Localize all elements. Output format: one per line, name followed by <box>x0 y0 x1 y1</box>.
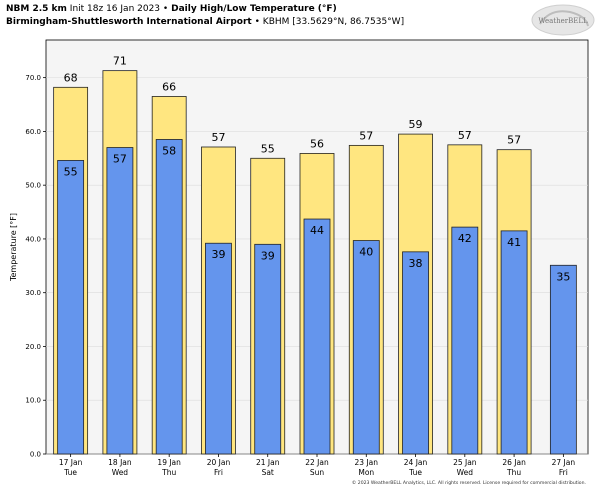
low-temp-bar <box>451 226 479 455</box>
low-temp-label: 38 <box>409 257 423 270</box>
weatherbell-logo: WeatherBELL <box>531 4 595 36</box>
low-temp-bar <box>106 147 134 455</box>
x-tick-date: 20 Jan <box>207 458 231 467</box>
copyright-footer: © 2023 WeatherBELL Analytics, LLC. All r… <box>351 481 586 486</box>
high-temp-label: 57 <box>458 129 472 142</box>
high-temp-label: 57 <box>359 129 373 142</box>
x-tick-weekday: Tue <box>63 468 77 477</box>
x-tick-date: 27 Jan <box>552 458 576 467</box>
x-tick-date: 26 Jan <box>502 458 526 467</box>
y-tick-label: 60.0 <box>25 128 41 136</box>
low-temp-label: 35 <box>556 270 570 283</box>
x-tick-weekday: Wed <box>112 468 129 477</box>
station-name: Birmingham-Shuttlesworth International A… <box>6 17 252 27</box>
logo-text: WeatherBELL <box>538 17 588 25</box>
low-temp-bar <box>549 264 577 455</box>
station-separator: • <box>254 17 260 27</box>
x-tick-date: 24 Jan <box>404 458 428 467</box>
x-tick-weekday: Fri <box>559 468 568 477</box>
high-temp-label: 57 <box>507 134 521 147</box>
low-temp-label: 41 <box>507 236 521 249</box>
x-tick-weekday: Mon <box>358 468 374 477</box>
high-temp-label: 55 <box>261 142 275 155</box>
y-axis-label: Temperature [°F] <box>9 213 18 282</box>
x-tick-weekday: Sun <box>310 468 325 477</box>
low-temp-bar <box>500 230 528 455</box>
y-tick-label: 20.0 <box>25 343 41 351</box>
station-id-coords: KBHM [33.5629°N, 86.7535°W] <box>262 17 405 27</box>
y-tick-label: 50.0 <box>25 182 41 190</box>
x-tick-weekday: Wed <box>457 468 474 477</box>
low-temp-bar <box>303 218 331 455</box>
high-temp-label: 68 <box>64 71 78 84</box>
low-temp-label: 40 <box>359 246 373 259</box>
high-temp-label: 57 <box>211 131 225 144</box>
y-tick-label: 0.0 <box>30 451 41 459</box>
high-temp-label: 59 <box>409 118 423 131</box>
low-temp-label: 42 <box>458 232 472 245</box>
low-temp-label: 39 <box>211 248 225 261</box>
low-temp-label: 39 <box>261 249 275 262</box>
x-tick-date: 23 Jan <box>355 458 379 467</box>
y-tick-label: 10.0 <box>25 397 41 405</box>
high-temp-label: 66 <box>162 80 176 93</box>
x-tick-weekday: Tue <box>408 468 422 477</box>
high-temp-label: 56 <box>310 137 324 150</box>
x-tick-weekday: Thu <box>506 468 521 477</box>
x-tick-date: 25 Jan <box>453 458 477 467</box>
low-temp-label: 57 <box>113 153 127 166</box>
y-tick-label: 40.0 <box>25 235 41 243</box>
low-temp-bar <box>352 240 380 455</box>
model-name: NBM 2.5 km <box>6 4 67 14</box>
high-temp-label: 71 <box>113 55 127 68</box>
low-temp-bar <box>254 243 282 455</box>
low-temp-bar <box>57 160 85 455</box>
chart-title-line1: NBM 2.5 km Init 18z 16 Jan 2023 • Daily … <box>6 4 337 14</box>
init-time: Init 18z 16 Jan 2023 <box>69 4 161 14</box>
x-tick-date: 17 Jan <box>59 458 83 467</box>
low-temp-bar <box>155 139 183 455</box>
y-tick-label: 70.0 <box>25 74 41 82</box>
title-separator: • <box>162 4 169 14</box>
x-tick-date: 18 Jan <box>108 458 132 467</box>
x-tick-date: 21 Jan <box>256 458 280 467</box>
x-tick-date: 19 Jan <box>157 458 181 467</box>
low-temp-label: 58 <box>162 144 176 157</box>
chart-title-line2: Birmingham-Shuttlesworth International A… <box>6 17 404 27</box>
x-tick-date: 22 Jan <box>305 458 329 467</box>
low-temp-label: 55 <box>64 165 78 178</box>
low-temp-bar <box>205 242 232 455</box>
y-tick-label: 30.0 <box>25 289 41 297</box>
x-tick-weekday: Fri <box>214 468 223 477</box>
x-tick-weekday: Sat <box>262 468 274 477</box>
low-temp-bar <box>402 251 429 455</box>
x-tick-weekday: Thu <box>161 468 176 477</box>
product-title: Daily High/Low Temperature (°F) <box>171 4 337 14</box>
low-temp-label: 44 <box>310 224 324 237</box>
